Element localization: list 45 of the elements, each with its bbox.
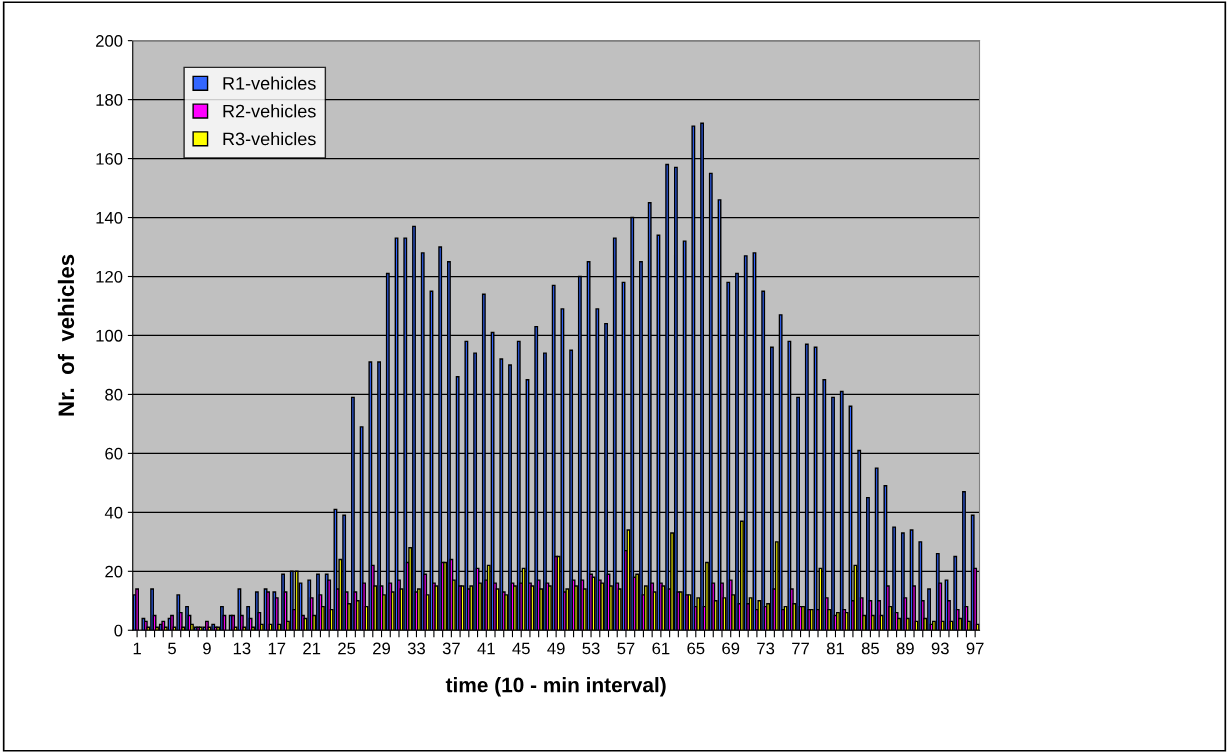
x-tick-label: 61 [652, 642, 670, 655]
x-tick-label: 93 [931, 642, 949, 655]
bar [246, 605, 251, 631]
x-tick-label: 77 [792, 642, 809, 655]
bar [150, 588, 155, 631]
y-tick-label: 120 [96, 270, 123, 283]
x-tick-label: 85 [861, 642, 879, 655]
x-tick-label: 5 [168, 642, 176, 655]
x-tick-label: 89 [896, 642, 914, 655]
x-tick-label: 45 [512, 642, 530, 655]
x-tick-label: 57 [617, 642, 635, 655]
y-tick-label: 20 [105, 565, 123, 578]
x-tick-label: 69 [722, 642, 740, 655]
legend-label: R2-vehicles [223, 104, 316, 118]
y-tick-label: 180 [96, 94, 123, 106]
y-tick-label: 140 [96, 211, 123, 224]
legend-label: R1-vehicles [223, 76, 316, 90]
x-tick-label: 17 [268, 642, 286, 655]
y-tick-label: 0 [114, 624, 123, 637]
y-tick-label: 40 [104, 506, 123, 519]
x-tick-label: 21 [303, 642, 321, 655]
x-tick-label: 73 [757, 642, 775, 655]
x-tick-label: 1 [133, 642, 141, 655]
y-tick-label: 160 [96, 152, 123, 165]
x-tick-label: 41 [477, 642, 495, 655]
x-tick-label: 37 [442, 642, 460, 655]
y-tick-label: 60 [105, 447, 123, 460]
x-tick-label: 33 [407, 642, 425, 655]
x-tick-label: 13 [233, 642, 251, 655]
x-tick-label: 53 [582, 642, 600, 655]
x-axis-title: time (10 - min interval) [445, 677, 666, 697]
bar [237, 588, 242, 631]
bar [176, 594, 181, 631]
y-tick-label: 100 [96, 329, 123, 342]
y-axis-title: Nr. of vehicles [57, 254, 75, 416]
x-tick-label: 25 [338, 642, 356, 655]
y-tick-label: 80 [105, 388, 123, 401]
x-tick-label: 29 [373, 642, 391, 655]
x-tick-label: 65 [687, 642, 705, 655]
x-tick-label: 49 [547, 642, 565, 655]
y-tick-label: 200 [96, 35, 123, 47]
x-tick-label: 9 [203, 642, 211, 655]
legend-label: R3-vehicles [223, 132, 316, 146]
x-tick-label: 81 [826, 642, 844, 655]
x-tick-label: 97 [966, 642, 984, 655]
